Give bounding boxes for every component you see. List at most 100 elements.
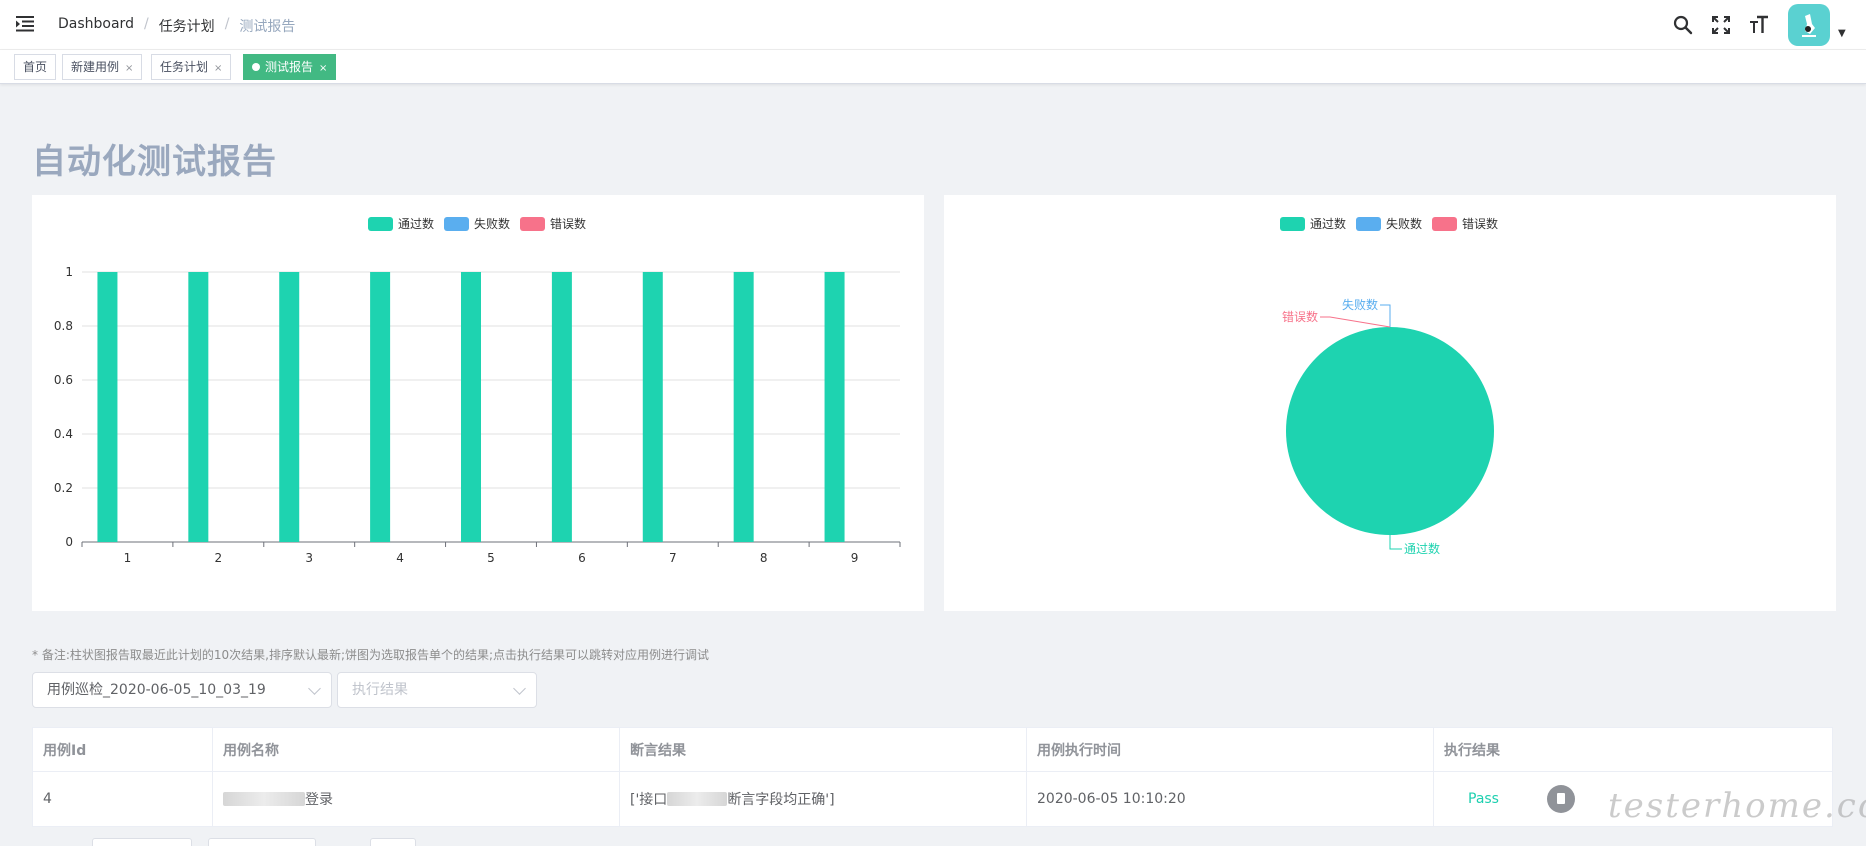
tag-label: 首页 xyxy=(23,60,48,74)
fullscreen-icon[interactable] xyxy=(1710,14,1732,36)
legend-swatch xyxy=(1432,216,1458,231)
bar xyxy=(642,272,663,542)
legend-item-pass[interactable]: 通过数 xyxy=(368,215,434,232)
legend-swatch xyxy=(1280,216,1305,231)
report-select[interactable]: 用例巡检_2020-06-05_10_03_19 xyxy=(32,672,332,708)
legend-swatch xyxy=(444,216,470,231)
result-pass-link[interactable]: Pass xyxy=(1468,791,1499,807)
result-select[interactable]: 执行结果 xyxy=(337,672,537,708)
exec-time-cell: 2020-06-05 10:10:20 xyxy=(1027,772,1434,826)
chevron-down-icon xyxy=(308,682,321,695)
hamburger-icon[interactable] xyxy=(16,16,34,32)
tag-label: 新建用例 xyxy=(71,60,120,74)
breadcrumb-separator: / xyxy=(224,16,230,32)
pie-chart-legend: 通过数 失败数 错误数 xyxy=(1280,215,1498,232)
legend-swatch xyxy=(368,216,393,231)
bar-chart-card: 通过数 失败数 错误数 0 0.2 0.4 0.6 0.8 1 1 2 3 4 5 6 7 8 9 xyxy=(32,195,924,611)
tag-new-case[interactable]: 新建用例 × xyxy=(62,54,143,80)
leader-line xyxy=(1380,304,1391,327)
tags-view: 首页 新建用例 × 任务计划 × 测试报告 × xyxy=(0,50,1866,84)
pie-label-error: 错误数 xyxy=(1282,309,1318,324)
bar xyxy=(188,272,209,542)
legend-item-error[interactable]: 错误数 xyxy=(520,215,586,232)
exec-result-cell: Pass xyxy=(1434,772,1832,826)
avatar-figure-icon xyxy=(1802,14,1816,37)
bar xyxy=(370,272,391,542)
tag-label: 测试报告 xyxy=(265,60,314,74)
assert-suffix: 断言字段均正确'] xyxy=(727,792,835,808)
legend-label: 失败数 xyxy=(1386,217,1423,231)
y-tick-label: 0.4 xyxy=(54,427,73,441)
bar xyxy=(461,272,481,542)
caret-down-icon[interactable]: ▼ xyxy=(1838,28,1846,39)
legend-item-pass[interactable]: 通过数 xyxy=(1280,215,1346,232)
breadcrumb-task-plan[interactable]: 任务计划 xyxy=(158,19,215,35)
page-title: 自动化测试报告 xyxy=(32,142,277,182)
close-icon[interactable]: × xyxy=(125,63,134,74)
breadcrumb-dashboard[interactable]: Dashboard xyxy=(58,16,134,32)
y-tick-label: 0.8 xyxy=(54,319,73,333)
y-tick-label: 0.6 xyxy=(54,373,73,387)
redacted-text xyxy=(223,792,305,806)
close-icon[interactable]: × xyxy=(319,63,328,74)
x-tick-label: 5 xyxy=(487,551,495,565)
tag-label: 任务计划 xyxy=(160,60,209,74)
font-size-icon[interactable] xyxy=(1748,14,1770,36)
tag-home[interactable]: 首页 xyxy=(14,54,57,80)
pagination-jumper[interactable] xyxy=(370,838,416,846)
breadcrumb: Dashboard / 任务计划 / 测试报告 xyxy=(58,16,295,36)
chevron-down-icon xyxy=(513,682,526,695)
bar-chart-legend: 通过数 失败数 错误数 xyxy=(368,215,586,232)
case-id-cell: 4 xyxy=(33,772,213,826)
pie-label-pass: 通过数 xyxy=(1404,541,1440,556)
pagination-pager[interactable] xyxy=(208,838,316,846)
x-tick-label: 8 xyxy=(760,551,768,565)
assert-result-cell: ['接口 断言字段均正确'] xyxy=(620,772,1027,826)
column-header[interactable]: 用例名称 xyxy=(213,728,620,772)
avatar[interactable] xyxy=(1788,4,1830,46)
pie-chart-card: 通过数 失败数 错误数 失败数 错误数 通过数 xyxy=(944,195,1836,611)
tag-test-report[interactable]: 测试报告 × xyxy=(243,54,337,80)
column-header[interactable]: 断言结果 xyxy=(620,728,1027,772)
column-header[interactable]: 执行结果 xyxy=(1434,728,1832,772)
bar xyxy=(733,272,754,542)
pie-label-fail: 失败数 xyxy=(1342,297,1378,312)
close-icon[interactable]: × xyxy=(214,63,223,74)
legend-label: 错误数 xyxy=(1462,217,1499,231)
x-tick-label: 4 xyxy=(396,551,404,565)
bar xyxy=(551,272,572,542)
watermark: testerhome.com xyxy=(1608,786,1866,826)
x-tick-label: 3 xyxy=(305,551,313,565)
chart-note: * 备注:柱状图报告取最近此计划的10次结果,排序默认最新;饼图为选取报告单个的… xyxy=(32,648,710,662)
column-header[interactable]: 用例执行时间 xyxy=(1027,728,1434,772)
tag-task-plan[interactable]: 任务计划 × xyxy=(151,54,232,80)
legend-item-fail[interactable]: 失败数 xyxy=(444,215,510,232)
legend-label: 通过数 xyxy=(1310,217,1347,231)
column-header[interactable]: 用例Id xyxy=(33,728,213,772)
search-icon[interactable] xyxy=(1672,14,1694,36)
legend-label: 通过数 xyxy=(398,217,435,231)
redacted-text xyxy=(667,792,728,806)
legend-item-fail[interactable]: 失败数 xyxy=(1356,215,1422,232)
table-row: 4 登录 ['接口 断言字段均正确'] 2020-06-05 10:10:20 P… xyxy=(33,772,1832,826)
x-tick-label: 1 xyxy=(124,551,132,565)
document-icon[interactable] xyxy=(1546,785,1575,813)
x-tick-label: 7 xyxy=(669,551,677,565)
y-tick-label: 0.2 xyxy=(54,481,73,495)
results-table: 用例Id 用例名称 断言结果 用例执行时间 执行结果 4 登录 ['接口 断言字段… xyxy=(32,727,1833,827)
bar xyxy=(97,272,118,542)
legend-label: 失败数 xyxy=(474,217,511,231)
result-select-placeholder: 执行结果 xyxy=(352,682,408,698)
x-tick-label: 6 xyxy=(578,551,586,565)
assert-prefix: ['接口 xyxy=(630,792,668,808)
legend-item-error[interactable]: 错误数 xyxy=(1432,215,1498,232)
legend-swatch xyxy=(1356,216,1382,231)
pagination-size-select[interactable] xyxy=(92,838,192,846)
table-header-row: 用例Id 用例名称 断言结果 用例执行时间 执行结果 xyxy=(33,728,1832,772)
breadcrumb-separator: / xyxy=(143,16,149,32)
case-name-suffix: 登录 xyxy=(305,792,333,808)
bar xyxy=(824,272,845,542)
legend-label: 错误数 xyxy=(550,217,587,231)
leader-line xyxy=(1320,316,1391,328)
